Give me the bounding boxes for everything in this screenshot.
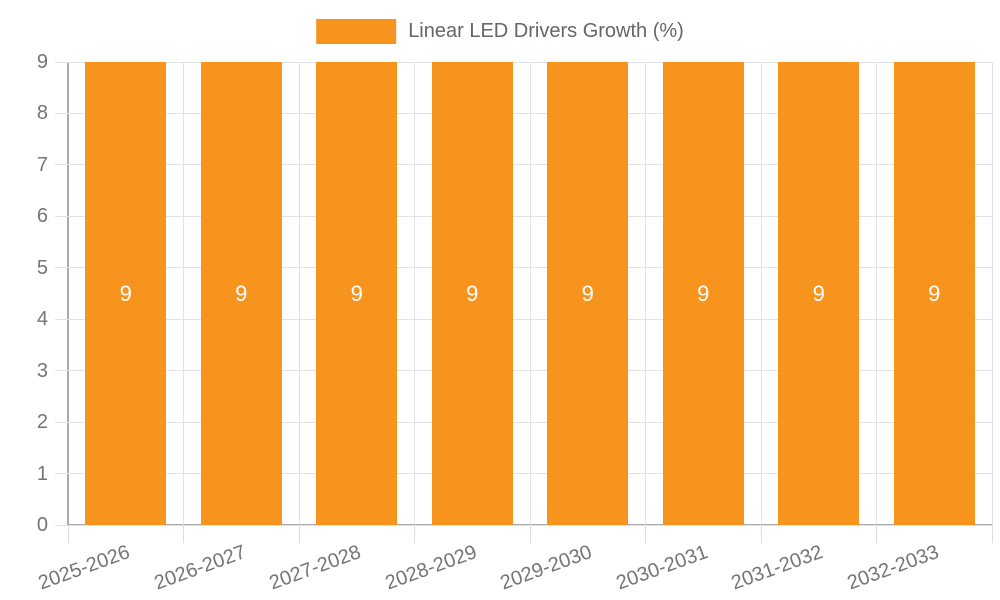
x-gridline [183, 62, 184, 525]
y-axis-tick-label: 3 [36, 359, 48, 382]
x-gridline [298, 62, 300, 525]
bar[interactable]: 9 [547, 62, 629, 525]
x-axis-tick [414, 525, 415, 543]
x-gridline [529, 62, 531, 525]
x-axis-tick [183, 525, 184, 543]
bar-value-label: 9 [235, 280, 248, 306]
bar[interactable]: 9 [662, 62, 744, 525]
y-gridline [55, 473, 992, 475]
x-gridline [645, 62, 646, 525]
x-axis-category-label: 2027-2028 [266, 541, 364, 595]
x-axis-tick [645, 525, 646, 543]
y-gridline [55, 524, 992, 526]
x-gridline [414, 62, 415, 525]
bar-value-label: 9 [119, 280, 132, 306]
x-gridline [760, 62, 762, 525]
y-axis-tick-label: 8 [36, 102, 48, 125]
x-axis-tick [876, 525, 877, 543]
y-gridline [55, 112, 992, 114]
y-gridline [55, 370, 992, 372]
x-axis-tick [991, 525, 993, 543]
y-axis-tick-label: 7 [36, 153, 48, 176]
y-axis-line [67, 62, 69, 525]
x-axis-category-label: 2031-2032 [728, 541, 826, 595]
plot-area: 0 1 2 3 4 5 6 7 8 9 9 9 9 9 9 9 9 9 2025-2026 2026-2027 2027… [36, 52, 993, 594]
y-axis-tick-label: 4 [36, 308, 48, 331]
x-axis-tick [529, 525, 531, 543]
y-axis-tick-label: 5 [36, 256, 48, 279]
y-axis-tick-label: 6 [36, 205, 48, 228]
bar-value-label: 9 [581, 280, 594, 306]
x-axis-tick [67, 525, 69, 543]
bar-value-label: 9 [466, 280, 479, 306]
y-gridline [55, 421, 992, 423]
y-gridline [55, 318, 992, 320]
x-axis-category-label: 2030-2031 [613, 541, 711, 595]
legend-label: Linear LED Drivers Growth (%) [408, 20, 684, 42]
legend-swatch-icon [316, 19, 397, 44]
bar-value-label: 9 [812, 280, 825, 306]
x-axis-category-label: 2032-2033 [844, 541, 942, 595]
y-gridline [55, 61, 992, 63]
y-gridline [55, 215, 992, 217]
bar[interactable]: 9 [200, 62, 282, 525]
x-axis-tick [298, 525, 300, 543]
y-axis-tick-label: 2 [36, 411, 48, 434]
bar-value-label: 9 [697, 280, 710, 306]
y-axis-tick-label: 9 [36, 51, 48, 73]
bar[interactable]: 9 [316, 62, 398, 525]
x-gridline [876, 62, 877, 525]
bar[interactable]: 9 [85, 62, 167, 525]
y-axis-tick-label: 0 [36, 514, 48, 536]
x-axis-category-label: 2026-2027 [151, 541, 249, 595]
legend-item[interactable]: Linear LED Drivers Growth (%) [316, 19, 684, 44]
y-gridline [55, 164, 992, 166]
x-gridline [991, 62, 993, 525]
bar[interactable]: 9 [778, 62, 860, 525]
x-axis-category-label: 2025-2026 [35, 541, 133, 595]
x-axis-category-label: 2028-2029 [382, 541, 480, 595]
y-gridline [55, 267, 992, 269]
bar-value-label: 9 [928, 280, 941, 306]
bar[interactable]: 9 [431, 62, 513, 525]
bar-value-label: 9 [350, 280, 363, 306]
y-axis-tick-label: 1 [36, 462, 48, 485]
x-axis-category-label: 2029-2030 [497, 541, 595, 595]
x-axis-tick [760, 525, 762, 543]
bar[interactable]: 9 [893, 62, 975, 525]
